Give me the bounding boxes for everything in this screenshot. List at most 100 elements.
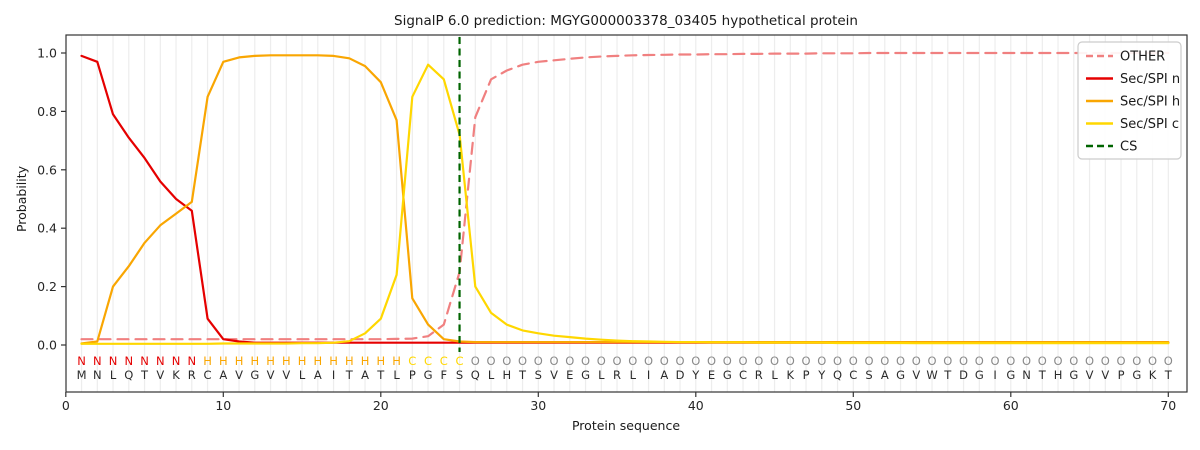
sequence-letter: V (1101, 368, 1109, 382)
x-tick-label: 20 (373, 398, 389, 413)
sequence-letter: I (647, 368, 650, 382)
state-letter: C (440, 354, 448, 368)
state-letter: O (1132, 354, 1141, 368)
probability-curves (80, 37, 1170, 352)
sequence-letter: L (393, 368, 400, 382)
state-letter: O (676, 354, 685, 368)
sequence-letter: I (993, 368, 996, 382)
sequence-letters: NMNNNLNQNTNVNKNRHCHAHVHGHVHVHLHAHIHTHAHT… (77, 354, 1173, 382)
sequence-letter: T (140, 368, 149, 382)
state-letter: O (770, 354, 779, 368)
state-letter: O (975, 354, 984, 368)
state-letter: O (943, 354, 952, 368)
sequence-letter: L (771, 368, 778, 382)
sequence-letter: L (488, 368, 495, 382)
sequence-letter: A (881, 368, 889, 382)
sequence-letter: V (550, 368, 558, 382)
legend-label-other: OTHER (1120, 50, 1165, 65)
sequence-letter: N (93, 368, 102, 382)
sequence-letter: D (959, 368, 968, 382)
sequence-letter: S (865, 368, 872, 382)
sequence-letter: T (1038, 368, 1047, 382)
sequence-letter: K (787, 368, 795, 382)
state-letter: O (833, 354, 842, 368)
state-letter: O (1022, 354, 1031, 368)
sequence-letter: V (282, 368, 290, 382)
state-letter: C (456, 354, 464, 368)
sequence-letter: R (613, 368, 621, 382)
state-letter: O (487, 354, 496, 368)
state-letter: O (1038, 354, 1047, 368)
grid-lines (80, 35, 1169, 392)
chart-title: SignalP 6.0 prediction: MGYG000003378_03… (394, 13, 858, 29)
state-letter: O (880, 354, 889, 368)
state-letter: O (1006, 354, 1015, 368)
sequence-letter: R (755, 368, 763, 382)
state-letter: H (219, 354, 228, 368)
sequence-letter: S (535, 368, 542, 382)
state-letter: O (518, 354, 527, 368)
sequence-letter: G (424, 368, 433, 382)
sequence-letter: D (676, 368, 685, 382)
sequence-letter: Y (817, 368, 826, 382)
state-letter: O (928, 354, 937, 368)
sequence-letter: C (204, 368, 212, 382)
sequence-letter: A (219, 368, 227, 382)
sequence-letter: M (77, 368, 87, 382)
y-tick-label: 0.8 (37, 104, 57, 119)
state-letter: O (896, 354, 905, 368)
state-letter: N (109, 354, 118, 368)
sequence-letter: G (723, 368, 732, 382)
state-letter: N (140, 354, 149, 368)
legend: OTHER Sec/SPI n Sec/SPI h Sec/SPI c CS (1077, 41, 1182, 160)
sequence-letter: L (630, 368, 637, 382)
state-letter: N (93, 354, 102, 368)
state-letter: N (77, 354, 86, 368)
state-letter: H (235, 354, 244, 368)
sequence-letter: G (896, 368, 905, 382)
y-tick-label: 1.0 (37, 46, 57, 61)
state-letter: H (345, 354, 354, 368)
sequence-letter: P (1118, 368, 1125, 382)
state-letter: O (1054, 354, 1063, 368)
state-letter: O (865, 354, 874, 368)
x-tick-label: 50 (845, 398, 861, 413)
state-letter: H (203, 354, 212, 368)
sequence-letter: T (518, 368, 527, 382)
state-letter: O (849, 354, 858, 368)
sequence-letter: T (1164, 368, 1173, 382)
sequence-letter: N (1022, 368, 1031, 382)
state-letter: O (802, 354, 811, 368)
state-letter: O (707, 354, 716, 368)
state-letter: O (581, 354, 590, 368)
state-letter: O (959, 354, 968, 368)
x-tick-label: 70 (1160, 398, 1176, 413)
sequence-letter: T (943, 368, 952, 382)
x-tick-label: 40 (688, 398, 704, 413)
sequence-letter: C (849, 368, 857, 382)
legend-label-cs: CS (1120, 140, 1137, 155)
y-tick-label: 0.4 (37, 221, 57, 236)
state-letter: N (187, 354, 196, 368)
state-letter: C (408, 354, 416, 368)
y-axis-label: Probability (14, 165, 29, 232)
sequence-letter: L (110, 368, 117, 382)
state-letter: O (754, 354, 763, 368)
legend-label-sec-spi-h: Sec/SPI h (1120, 95, 1180, 110)
state-letter: O (534, 354, 543, 368)
sequence-letter: V (912, 368, 920, 382)
state-letter: H (392, 354, 401, 368)
state-letter: O (613, 354, 622, 368)
sequence-letter: Q (833, 368, 842, 382)
curve-sec-spi-h (80, 54, 1170, 345)
sequence-letter: H (502, 368, 511, 382)
curve-sec-spi-n (80, 54, 1170, 344)
sequence-letter: T (376, 368, 385, 382)
sequence-letter: I (332, 368, 335, 382)
state-letter: O (1117, 354, 1126, 368)
state-letter: O (991, 354, 1000, 368)
sequence-letter: A (660, 368, 668, 382)
state-letter: O (471, 354, 480, 368)
sequence-letter: Q (471, 368, 480, 382)
